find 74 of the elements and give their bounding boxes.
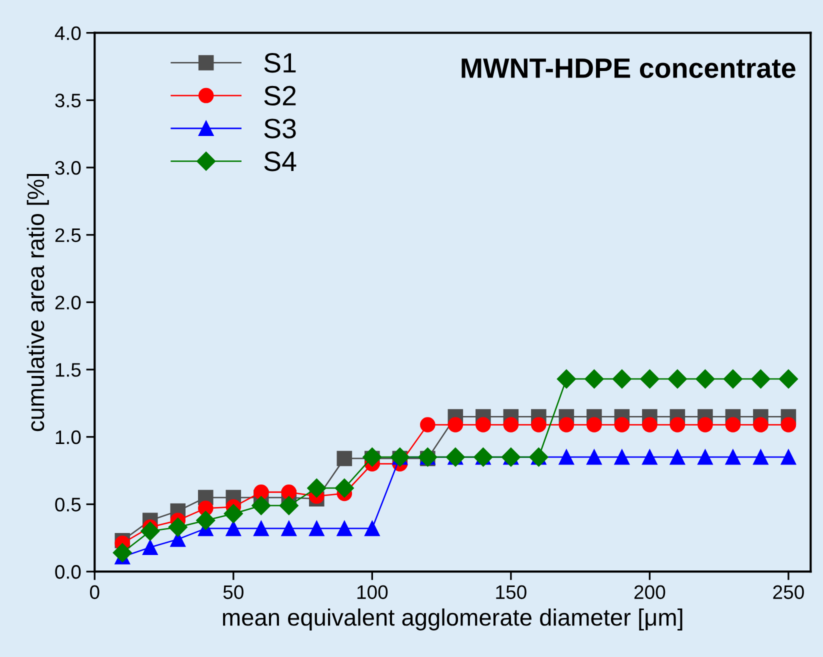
legend-label: S2 <box>264 86 296 106</box>
y-tick-label: 4.0 <box>54 26 81 40</box>
point <box>586 417 602 432</box>
point <box>725 417 741 432</box>
point <box>642 417 658 432</box>
point <box>696 369 715 389</box>
point <box>778 369 798 389</box>
x-tick-label: 50 <box>223 585 244 600</box>
point <box>196 510 216 530</box>
point <box>309 520 324 536</box>
point <box>334 478 354 498</box>
point <box>725 449 741 465</box>
x-axis-title: mean equivalent agglomerate diameter [μm] <box>223 608 682 630</box>
point <box>142 540 158 555</box>
point <box>698 449 713 465</box>
point <box>780 417 796 432</box>
point <box>556 369 576 389</box>
point <box>279 496 298 516</box>
point <box>476 417 491 432</box>
legend-label: S3 <box>264 118 296 138</box>
point <box>531 417 546 432</box>
legend-label: S1 <box>264 53 296 73</box>
point <box>281 520 297 536</box>
y-tick-label: 0.0 <box>55 565 81 579</box>
point <box>281 484 297 500</box>
point <box>140 522 160 541</box>
point <box>336 450 352 466</box>
x-tick-label: 100 <box>357 585 388 600</box>
point <box>168 518 188 537</box>
y-tick-label: 2.5 <box>55 228 81 242</box>
point <box>112 543 132 562</box>
point <box>614 449 630 465</box>
y-tick-label: 0.5 <box>55 498 81 512</box>
point <box>226 520 242 536</box>
point <box>723 369 742 389</box>
x-tick-label: 250 <box>773 585 804 600</box>
y-axis-title: cumulative area ratio [%] <box>26 174 49 432</box>
point <box>584 369 604 389</box>
point <box>670 449 686 465</box>
point <box>698 417 713 432</box>
x-tick-label: 0 <box>90 585 100 600</box>
point <box>254 484 269 500</box>
point <box>420 417 436 432</box>
point <box>780 449 796 465</box>
y-tick-label: 1.5 <box>56 363 81 377</box>
point <box>362 448 382 467</box>
point <box>670 417 686 432</box>
annotation: MWNT-HDPE concentrate <box>462 58 796 78</box>
point <box>364 520 380 536</box>
point <box>254 520 269 536</box>
point <box>753 417 768 432</box>
point <box>336 520 352 536</box>
point <box>668 369 687 389</box>
point <box>503 417 519 432</box>
y-tick-label: 3.5 <box>55 94 81 108</box>
point <box>642 449 658 465</box>
point <box>224 504 243 524</box>
point <box>614 417 630 432</box>
y-tick-label: 1.0 <box>56 430 81 444</box>
y-tick-label: 2.0 <box>55 296 81 310</box>
legend-label: S4 <box>264 152 296 172</box>
point <box>307 478 326 498</box>
point <box>751 369 770 389</box>
point <box>558 417 574 432</box>
x-tick-label: 150 <box>496 585 526 600</box>
point <box>612 369 632 389</box>
point <box>586 449 602 465</box>
point <box>448 417 464 432</box>
point <box>252 496 271 516</box>
y-tick-label: 3.0 <box>55 161 81 175</box>
point <box>753 449 768 465</box>
x-tick-label: 200 <box>634 585 666 600</box>
point <box>558 449 574 465</box>
point <box>640 369 660 389</box>
